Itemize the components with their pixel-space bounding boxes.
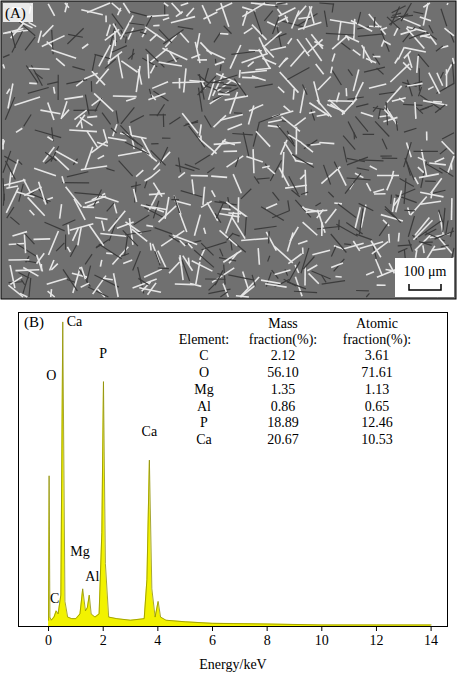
svg-text:Al: Al bbox=[85, 569, 99, 584]
html-text:20.67: 20.67 bbox=[267, 432, 299, 448]
html-text:(B): (B) bbox=[24, 314, 44, 330]
svg-text:12: 12 bbox=[369, 633, 383, 648]
html-text:Mg: Mg bbox=[194, 381, 214, 397]
html-text:Ca: Ca bbox=[196, 432, 212, 448]
html-text:71.61: 71.61 bbox=[361, 365, 393, 380]
svg-text:6: 6 bbox=[209, 633, 216, 648]
html-text:2.12: 2.12 bbox=[270, 348, 296, 364]
html-text:18.89: 18.89 bbox=[267, 415, 299, 431]
html-text:0.65: 0.65 bbox=[364, 398, 390, 414]
svg-text:4: 4 bbox=[154, 633, 161, 648]
svg-text:Ca: Ca bbox=[67, 314, 83, 329]
html-text:1.13: 1.13 bbox=[364, 381, 390, 397]
html-text:12.46: 12.46 bbox=[361, 415, 393, 431]
svg-text:0: 0 bbox=[45, 633, 52, 648]
svg-text:8: 8 bbox=[264, 633, 271, 648]
html-text:C: C bbox=[199, 348, 209, 364]
svg-text:Ca: Ca bbox=[142, 424, 158, 439]
svg-text:100 μm: 100 μm bbox=[404, 264, 447, 279]
html-text:Al: Al bbox=[197, 398, 211, 414]
html-text:10.53: 10.53 bbox=[361, 432, 393, 448]
svg-text:(A): (A) bbox=[5, 5, 26, 22]
html-text:Mass fraction(%):: Mass fraction(%): bbox=[248, 316, 318, 348]
html-text:3.61: 3.61 bbox=[364, 348, 390, 364]
svg-text:P: P bbox=[99, 346, 107, 361]
html-text:Atomic fraction(%):: Atomic fraction(%): bbox=[342, 316, 412, 348]
svg-text:O: O bbox=[46, 368, 56, 383]
svg-text:2: 2 bbox=[100, 633, 107, 648]
html-text:O: O bbox=[198, 365, 210, 380]
svg-text:14: 14 bbox=[424, 633, 438, 648]
svg-text:C: C bbox=[50, 591, 59, 606]
svg-text:10: 10 bbox=[315, 633, 329, 648]
html-text:Element:: Element: bbox=[178, 332, 230, 348]
svg-text:Energy/keV: Energy/keV bbox=[199, 657, 266, 672]
svg-text:Mg: Mg bbox=[70, 544, 89, 559]
html-text:1.35: 1.35 bbox=[270, 381, 296, 397]
html-text:P: P bbox=[200, 415, 208, 431]
html-text:56.10: 56.10 bbox=[267, 365, 299, 380]
html-text:0.86: 0.86 bbox=[270, 398, 296, 414]
